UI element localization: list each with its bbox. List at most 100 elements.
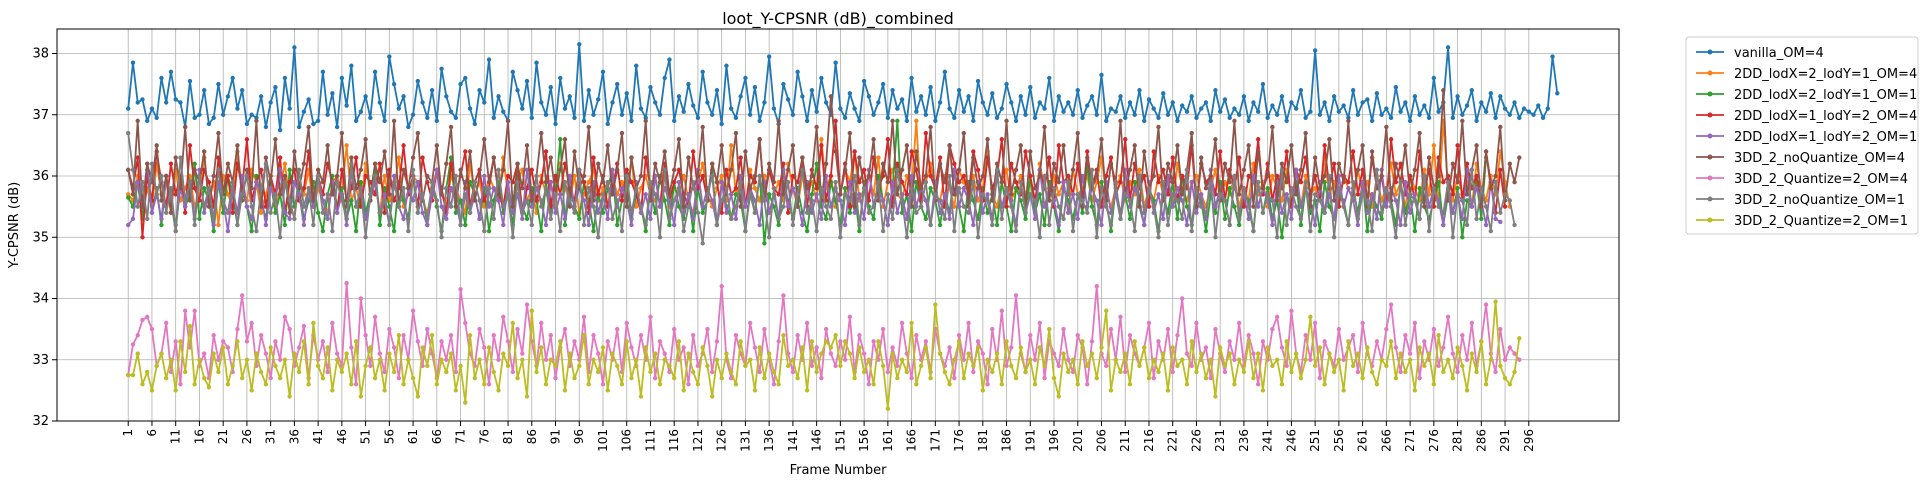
data-point [268, 210, 273, 215]
data-point [653, 100, 658, 105]
data-point [1270, 326, 1275, 332]
data-point [596, 161, 601, 166]
data-point [885, 137, 891, 142]
data-point [1142, 345, 1147, 350]
data-point [377, 100, 383, 105]
data-point [282, 222, 288, 228]
data-point [277, 167, 283, 173]
data-point [1127, 333, 1133, 338]
data-point [747, 320, 753, 326]
data-point [1502, 357, 1508, 362]
data-point [206, 385, 212, 390]
data-point [510, 210, 515, 215]
data-point [1236, 320, 1242, 326]
data-point [1165, 161, 1171, 166]
data-point [178, 100, 183, 105]
data-point [382, 210, 387, 215]
data-point [1426, 155, 1432, 160]
data-point [534, 369, 539, 375]
data-point [1208, 173, 1213, 179]
data-point [681, 204, 686, 209]
data-point [1255, 179, 1261, 185]
data-point [724, 167, 729, 173]
data-point [263, 161, 269, 166]
data-point [1322, 339, 1327, 344]
data-point [415, 394, 421, 399]
data-point [1013, 118, 1019, 124]
data-point [1388, 137, 1394, 142]
data-point [781, 192, 786, 197]
data-point [852, 149, 857, 154]
data-point [600, 382, 606, 387]
data-point [353, 118, 359, 124]
data-point [643, 118, 648, 124]
data-point [1265, 115, 1270, 121]
data-point [140, 97, 145, 102]
data-point [700, 124, 705, 130]
data-point [501, 167, 506, 173]
data-point [1417, 186, 1422, 191]
data-point [1422, 103, 1427, 108]
data-point [325, 216, 330, 222]
data-point [785, 97, 791, 102]
data-point [766, 210, 772, 215]
data-point [292, 179, 297, 185]
data-point [619, 228, 625, 234]
data-point [852, 210, 857, 215]
data-point [349, 155, 354, 160]
data-point [1180, 103, 1185, 108]
data-point [766, 235, 772, 240]
data-point [1037, 173, 1042, 179]
data-point [1165, 112, 1171, 117]
data-point [1037, 100, 1042, 105]
data-point [619, 179, 625, 185]
x-tick-label: 291 [1498, 429, 1512, 452]
data-point [766, 161, 772, 166]
data-point [1403, 143, 1408, 148]
data-point [1260, 186, 1266, 191]
data-point [429, 333, 435, 338]
data-point [861, 351, 867, 356]
data-point [1037, 345, 1042, 350]
legend-marker [1707, 70, 1713, 76]
data-point [249, 216, 254, 222]
data-point [1070, 167, 1076, 173]
data-point [458, 198, 463, 203]
data-point [263, 155, 269, 160]
data-point [975, 78, 981, 84]
y-tick-label: 34 [32, 292, 49, 307]
data-point [1374, 216, 1380, 222]
data-point [463, 186, 468, 191]
data-point [681, 228, 686, 234]
data-point [486, 179, 492, 185]
data-point [1227, 179, 1232, 185]
data-point [819, 186, 824, 191]
data-point [629, 179, 634, 185]
data-point [258, 94, 264, 99]
data-point [482, 345, 487, 350]
data-point [482, 100, 487, 105]
data-point [1170, 100, 1175, 105]
data-point [990, 369, 995, 375]
data-point [596, 210, 601, 215]
data-point [1260, 388, 1266, 393]
data-point [1217, 345, 1223, 350]
data-point [719, 173, 724, 179]
data-point [1151, 357, 1156, 362]
data-point [804, 186, 810, 191]
data-point [377, 210, 383, 215]
data-point [1180, 216, 1185, 222]
data-point [159, 198, 164, 203]
data-point [724, 186, 729, 191]
data-point [847, 204, 853, 209]
data-point [1274, 357, 1280, 362]
x-tick-label: 296 [1522, 429, 1536, 452]
data-point [871, 382, 876, 387]
data-point [1379, 173, 1384, 179]
data-point [876, 100, 881, 105]
data-point [1346, 118, 1351, 124]
x-tick-label: 21 [216, 429, 230, 444]
data-point [1488, 228, 1494, 234]
data-point [1170, 345, 1175, 350]
